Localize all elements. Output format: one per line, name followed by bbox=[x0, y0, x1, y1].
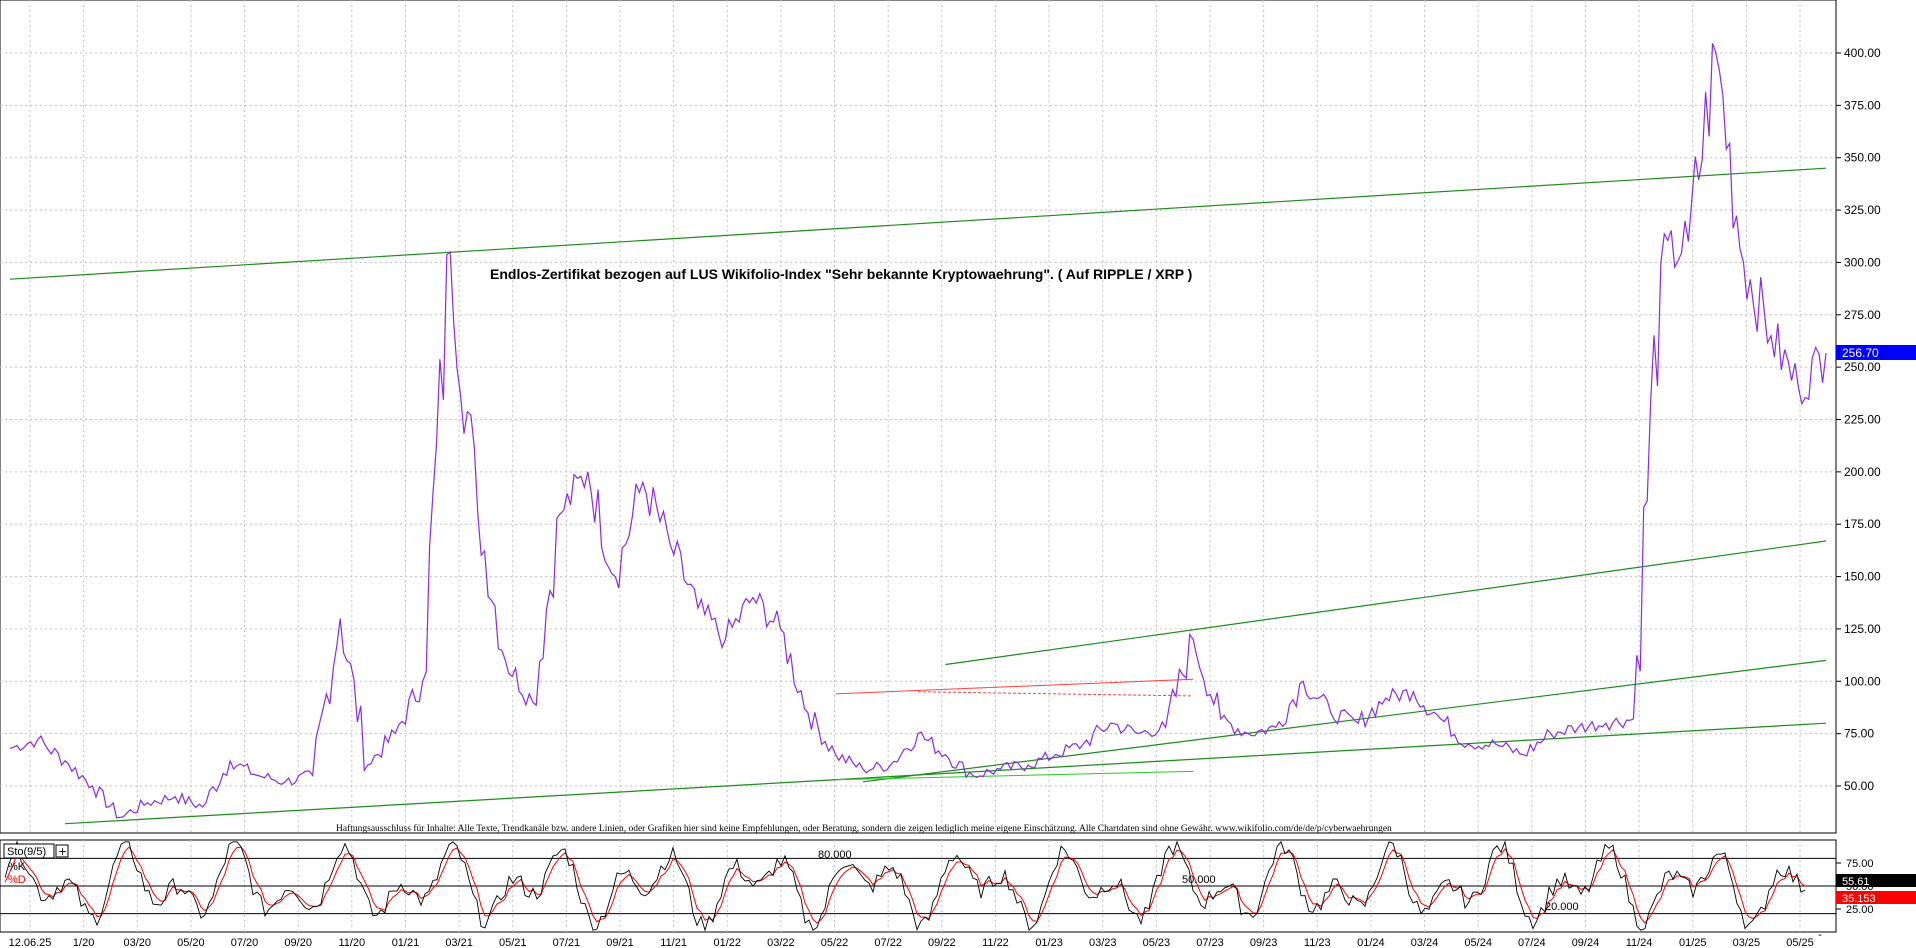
x-tick-label: 09/22 bbox=[928, 937, 956, 948]
y-tick-label: 100.00 bbox=[1844, 674, 1881, 688]
x-tick-label: 03/22 bbox=[767, 937, 795, 948]
x-tick-label: 11/22 bbox=[982, 937, 1009, 948]
x-tick-label: 07/21 bbox=[553, 937, 581, 948]
trend-line bbox=[862, 659, 1827, 783]
y-tick-label: 275.00 bbox=[1844, 308, 1881, 322]
x-tick-label: 11/24 bbox=[1626, 937, 1653, 948]
sto-k-line bbox=[4, 840, 1806, 932]
trend-line bbox=[9, 167, 1827, 280]
x-tick-label: 05/21 bbox=[499, 937, 527, 948]
trend-line bbox=[945, 540, 1827, 666]
stochastic-settings-button[interactable] bbox=[55, 844, 69, 858]
chart-title: Endlos-Zertifikat bezogen auf LUS Wikifo… bbox=[490, 266, 1192, 282]
disclaimer-text: Haftungsausschluss für Inhalte: Alle Tex… bbox=[336, 823, 1392, 834]
y-tick-label: 325.00 bbox=[1844, 203, 1881, 217]
sto-y-tick-label: 75.00 bbox=[1846, 858, 1874, 870]
x-tick-label: 11/21 bbox=[660, 937, 687, 948]
x-tick-label: 03/24 bbox=[1411, 937, 1439, 948]
x-tick-label: 09/23 bbox=[1250, 937, 1278, 948]
stochastic-legend: Sto(9/5) + %K %D bbox=[3, 843, 69, 886]
y-tick-label: 400.00 bbox=[1844, 46, 1881, 60]
d-tag-value: 35.153 bbox=[1842, 893, 1876, 905]
y-tick-label: 350.00 bbox=[1844, 151, 1881, 165]
y-tick-label: 200.00 bbox=[1844, 465, 1881, 479]
price-series bbox=[9, 43, 1827, 819]
x-tick-label: 09/21 bbox=[606, 937, 634, 948]
legend-d: %D bbox=[8, 874, 26, 886]
y-tick-label: 175.00 bbox=[1844, 517, 1881, 531]
x-tick-label: 01/22 bbox=[714, 937, 742, 948]
x-tick-label: 03/25 bbox=[1733, 937, 1761, 948]
price-line bbox=[9, 43, 1827, 819]
x-tick-label: 05/25 bbox=[1786, 937, 1814, 948]
sto-y-tick-label: 25.00 bbox=[1846, 904, 1874, 916]
trend-lines bbox=[9, 167, 1827, 825]
x-tick-label: 05/23 bbox=[1143, 937, 1171, 948]
y-tick-label: 375.00 bbox=[1844, 98, 1881, 112]
y-tick-label: 225.00 bbox=[1844, 413, 1881, 427]
legend-k: %K bbox=[8, 861, 26, 873]
x-tick-label: 07/20 bbox=[231, 937, 259, 948]
x-tick-label: 07/22 bbox=[874, 937, 902, 948]
x-tick-label: 11/20 bbox=[338, 937, 365, 948]
d-tag: 35.153 bbox=[1836, 891, 1916, 905]
price-panel-frame bbox=[0, 0, 1837, 834]
x-tick-label: 01/23 bbox=[1035, 937, 1063, 948]
y-tick-label: 300.00 bbox=[1844, 255, 1881, 269]
resistance-line-dashed bbox=[917, 691, 1194, 697]
price-tag: 256.70 bbox=[1836, 345, 1916, 360]
y-tick-label: 75.00 bbox=[1844, 727, 1874, 741]
x-tick-label: 11/23 bbox=[1304, 937, 1331, 948]
x-tick-label: 12.06.25 bbox=[9, 937, 52, 948]
resistance-line bbox=[835, 678, 1194, 695]
y-tick-label: 125.00 bbox=[1844, 622, 1881, 636]
time-axis: 12.06.25 1/20 03/20 05/20 07/20 09/20 11/20 01/… bbox=[9, 937, 1814, 948]
x-tick-label: 09/24 bbox=[1572, 937, 1600, 948]
k-tag: 55.61 bbox=[1836, 874, 1916, 888]
k-tag-value: 55.61 bbox=[1842, 876, 1870, 888]
support-line bbox=[835, 770, 1194, 781]
x-tick-label: 03/23 bbox=[1089, 937, 1117, 948]
x-tick-label: 01/24 bbox=[1357, 937, 1385, 948]
x-tick-label: 01/25 bbox=[1679, 937, 1707, 948]
level-20-label: 20.000 bbox=[1545, 901, 1579, 913]
x-tick-label: 03/20 bbox=[124, 937, 152, 948]
stochastic-title: Sto(9/5) bbox=[7, 846, 46, 858]
x-tick-label: 1/20 bbox=[73, 937, 94, 948]
x-tick-label: 07/23 bbox=[1196, 937, 1224, 948]
y-tick-label: 150.00 bbox=[1844, 570, 1881, 584]
x-tick-label: 05/20 bbox=[177, 937, 205, 948]
scroll-marker-icon[interactable]: - bbox=[1818, 928, 1822, 941]
level-80-label: 80.000 bbox=[818, 849, 852, 861]
y-tick-label: 250.00 bbox=[1844, 360, 1881, 374]
trend-line bbox=[64, 722, 1827, 825]
x-tick-label: 07/24 bbox=[1518, 937, 1546, 948]
x-tick-label: 09/20 bbox=[284, 937, 312, 948]
y-tick-label: 50.00 bbox=[1844, 779, 1874, 793]
level-50-label: 50.000 bbox=[1182, 874, 1216, 886]
x-tick-label: 05/24 bbox=[1464, 937, 1492, 948]
grid-lines bbox=[0, 0, 1836, 932]
price-tag-value: 256.70 bbox=[1842, 346, 1879, 360]
stochastic-settings-icon: + bbox=[58, 845, 67, 858]
price-axis: 50.00 75.00 100.00 125.00 150.00 175.00 200.00… bbox=[1836, 46, 1881, 793]
x-tick-label: 03/21 bbox=[445, 937, 473, 948]
x-tick-label: 01/21 bbox=[392, 937, 420, 948]
x-tick-label: 05/22 bbox=[821, 937, 849, 948]
sto-d-line bbox=[4, 846, 1806, 924]
